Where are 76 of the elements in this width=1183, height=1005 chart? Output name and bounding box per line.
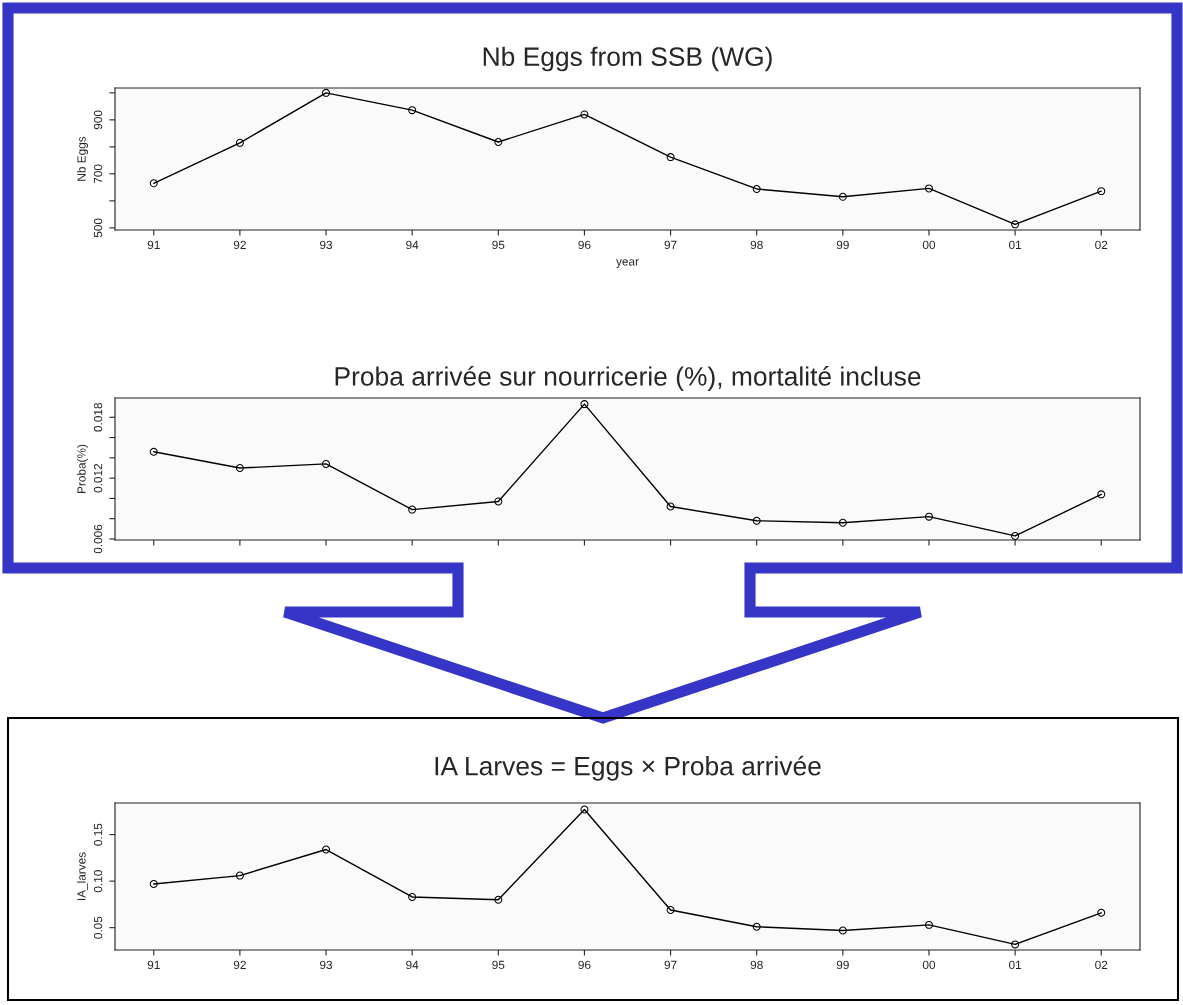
x-tick-label: 94 <box>406 960 419 970</box>
y-tick-label: 0.012 <box>93 463 103 493</box>
x-tick-label: 91 <box>147 960 160 970</box>
point <box>1011 940 1020 949</box>
point <box>235 463 244 472</box>
x-tick-label: 98 <box>750 240 763 250</box>
y-tick-label: 0.05 <box>93 916 103 939</box>
y-axis-title: IA_larves <box>77 852 88 901</box>
point <box>752 516 761 525</box>
x-tick-label: 99 <box>836 960 849 970</box>
point <box>838 926 847 935</box>
x-tick-label: 91 <box>147 240 160 250</box>
x-tick-label: 01 <box>1009 960 1022 970</box>
point <box>1011 220 1020 229</box>
x-tick-label: 94 <box>406 240 419 250</box>
point <box>494 497 503 506</box>
point <box>408 892 417 901</box>
point <box>838 518 847 527</box>
y-tick-label: 900 <box>93 110 103 130</box>
point <box>149 879 158 888</box>
x-tick-label: 99 <box>836 240 849 250</box>
point <box>1097 490 1106 499</box>
point <box>580 400 589 409</box>
point <box>752 922 761 931</box>
y-tick-label: 0.006 <box>93 524 103 554</box>
point <box>235 138 244 147</box>
point <box>580 110 589 119</box>
point <box>666 906 675 914</box>
x-tick-label: 02 <box>1095 240 1108 250</box>
y-tick-label: 0.15 <box>93 823 103 846</box>
x-tick-label: 95 <box>492 240 505 250</box>
point <box>494 895 503 904</box>
y-tick-label: 500 <box>93 218 103 238</box>
point <box>322 845 331 854</box>
point <box>1097 908 1106 917</box>
y-axis-title: Proba(%) <box>77 444 89 493</box>
x-tick-label: 02 <box>1095 960 1108 970</box>
y-tick-label: 0.018 <box>93 403 103 432</box>
chart-title: Nb Eggs from SSB (WG) <box>483 46 772 72</box>
y-tick-label: 700 <box>93 164 103 184</box>
x-tick-label: 00 <box>922 960 936 970</box>
point <box>322 459 331 468</box>
x-tick-label: 97 <box>664 960 677 970</box>
point <box>1011 531 1020 540</box>
y-tick-label: 0.10 <box>93 870 103 893</box>
x-tick-label: 92 <box>233 960 246 970</box>
point <box>838 192 847 201</box>
point <box>924 184 933 193</box>
x-tick-label: 95 <box>492 960 505 970</box>
point <box>580 805 589 814</box>
point <box>494 138 503 146</box>
point <box>149 179 158 188</box>
chart-title: Proba arrivée sur nourricerie (%), mortalité incluse <box>335 366 921 391</box>
x-tick-label: 01 <box>1009 240 1022 250</box>
x-tick-label: 98 <box>750 960 763 970</box>
y-axis-title: Nb Eggs <box>77 136 89 181</box>
x-axis-title: year <box>616 259 639 268</box>
point <box>666 502 675 511</box>
point <box>752 184 761 193</box>
x-tick-label: 93 <box>320 960 333 970</box>
point <box>235 871 244 880</box>
point <box>322 88 331 97</box>
chart-title: IA Larves = Eggs × Proba arrivée <box>435 755 821 781</box>
x-tick-label: 93 <box>320 240 333 250</box>
point <box>408 505 417 514</box>
point <box>1097 187 1106 196</box>
x-tick-label: 96 <box>578 240 591 250</box>
x-tick-label: 96 <box>578 960 591 970</box>
point <box>408 106 417 115</box>
x-tick-label: 92 <box>233 240 246 250</box>
x-tick-label: 00 <box>922 240 936 250</box>
point <box>924 920 933 929</box>
point <box>149 447 158 456</box>
point <box>924 512 933 521</box>
x-tick-label: 97 <box>664 240 677 250</box>
point <box>666 153 675 162</box>
